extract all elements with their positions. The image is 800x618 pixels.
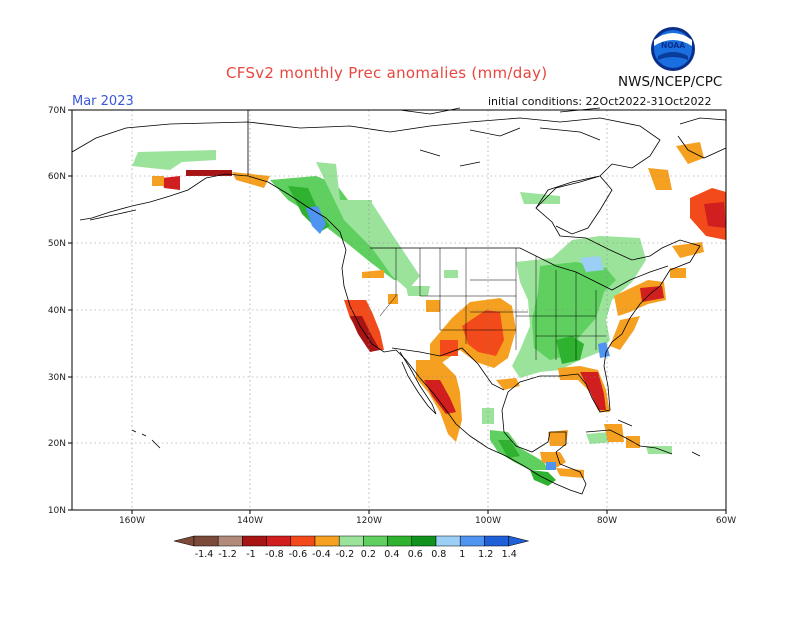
- lon-label: 160W: [119, 516, 145, 526]
- lat-label: 60N: [48, 172, 66, 182]
- coastline-baja: [399, 351, 437, 415]
- caribbean-islands: [585, 419, 701, 457]
- lat-label: 70N: [48, 106, 66, 116]
- logo-text: NOAA: [661, 41, 685, 50]
- colorbar-label: -0.2: [336, 549, 355, 560]
- colorbar-swatch: [338, 535, 364, 547]
- colorbar-swatch: [363, 535, 388, 547]
- lon-label: 100W: [475, 516, 501, 526]
- map-title: CFSv2 monthly Prec anomalies (mm/day): [226, 64, 548, 82]
- coastline-north-america: [71, 117, 701, 495]
- colorbar-label: -0.8: [265, 549, 284, 560]
- lon-label: 60W: [716, 516, 736, 526]
- valid-month: Mar 2023: [72, 94, 134, 109]
- colorbar-swatch: [411, 535, 437, 547]
- longitude-labels: 160W 140W 120W 100W 80W 60W: [119, 516, 736, 526]
- colorbar-label: 1.2: [478, 549, 493, 560]
- colorbar-label: 0.8: [431, 549, 446, 560]
- colorbar-swatch: [484, 535, 509, 547]
- colorbar-swatch: [266, 535, 292, 547]
- colorbar-swatch: [459, 535, 485, 547]
- lat-label: 50N: [48, 239, 66, 249]
- colorbar-swatch: [314, 535, 340, 547]
- lon-label: 80W: [597, 516, 617, 526]
- colorbar-swatch: [290, 535, 316, 547]
- colorbar-label: -0.6: [289, 549, 308, 560]
- arctic-islands: [399, 107, 601, 167]
- colorbar-arrow-right: [508, 535, 529, 547]
- colorbar-label: 1.4: [502, 549, 517, 560]
- lat-label: 30N: [48, 373, 66, 383]
- colorbar-label: 1: [459, 549, 465, 560]
- border-us-mexico: [391, 347, 505, 391]
- axis-ticks: [68, 109, 727, 514]
- colorbar-swatch: [242, 535, 267, 547]
- lon-label: 120W: [356, 516, 382, 526]
- colorbar-label: 0.6: [408, 549, 423, 560]
- noaa-logo: NOAA: [651, 27, 695, 71]
- us-state-lines: [379, 248, 606, 360]
- anomaly-shading: [132, 142, 726, 486]
- colorbar-swatch: [217, 535, 243, 547]
- colorbar-arrow-left: [173, 535, 195, 547]
- colorbar-label: -0.4: [312, 549, 331, 560]
- latitude-labels: 70N 60N 50N 40N 30N 20N 10N: [48, 106, 66, 516]
- colorbar-swatch: [435, 535, 461, 547]
- agency-label: NWS/NCEP/CPC: [618, 74, 723, 90]
- lat-lon-grid: [72, 110, 726, 510]
- colorbar-label: 0.4: [384, 549, 399, 560]
- colorbar-swatch: [193, 535, 219, 547]
- anomaly-wet-alaska: [132, 150, 216, 170]
- lat-label: 20N: [48, 439, 66, 449]
- colorbar: -1.4 -1.2 -1 -0.8 -0.6 -0.4 -0.2 0.2 0.4 0.6 0.8 1 1…: [173, 535, 529, 560]
- colorbar-label: 0.2: [361, 549, 376, 560]
- anomaly-dry-alaska: [162, 176, 180, 190]
- initial-conditions: initial conditions: 22Oct2022-31Oct2022: [488, 95, 712, 108]
- colorbar-label: -1.4: [195, 549, 214, 560]
- lon-label: 140W: [237, 516, 263, 526]
- coastlines-and-borders: [71, 107, 727, 495]
- hudson-bay: [535, 175, 613, 235]
- colorbar-label: -1: [246, 549, 255, 560]
- hawaii-islands: [131, 429, 161, 449]
- colorbar-label: -1.2: [218, 549, 237, 560]
- border-us-canada: [370, 247, 669, 291]
- lat-label: 10N: [48, 506, 66, 516]
- lat-label: 40N: [48, 306, 66, 316]
- colorbar-swatch: [387, 535, 413, 547]
